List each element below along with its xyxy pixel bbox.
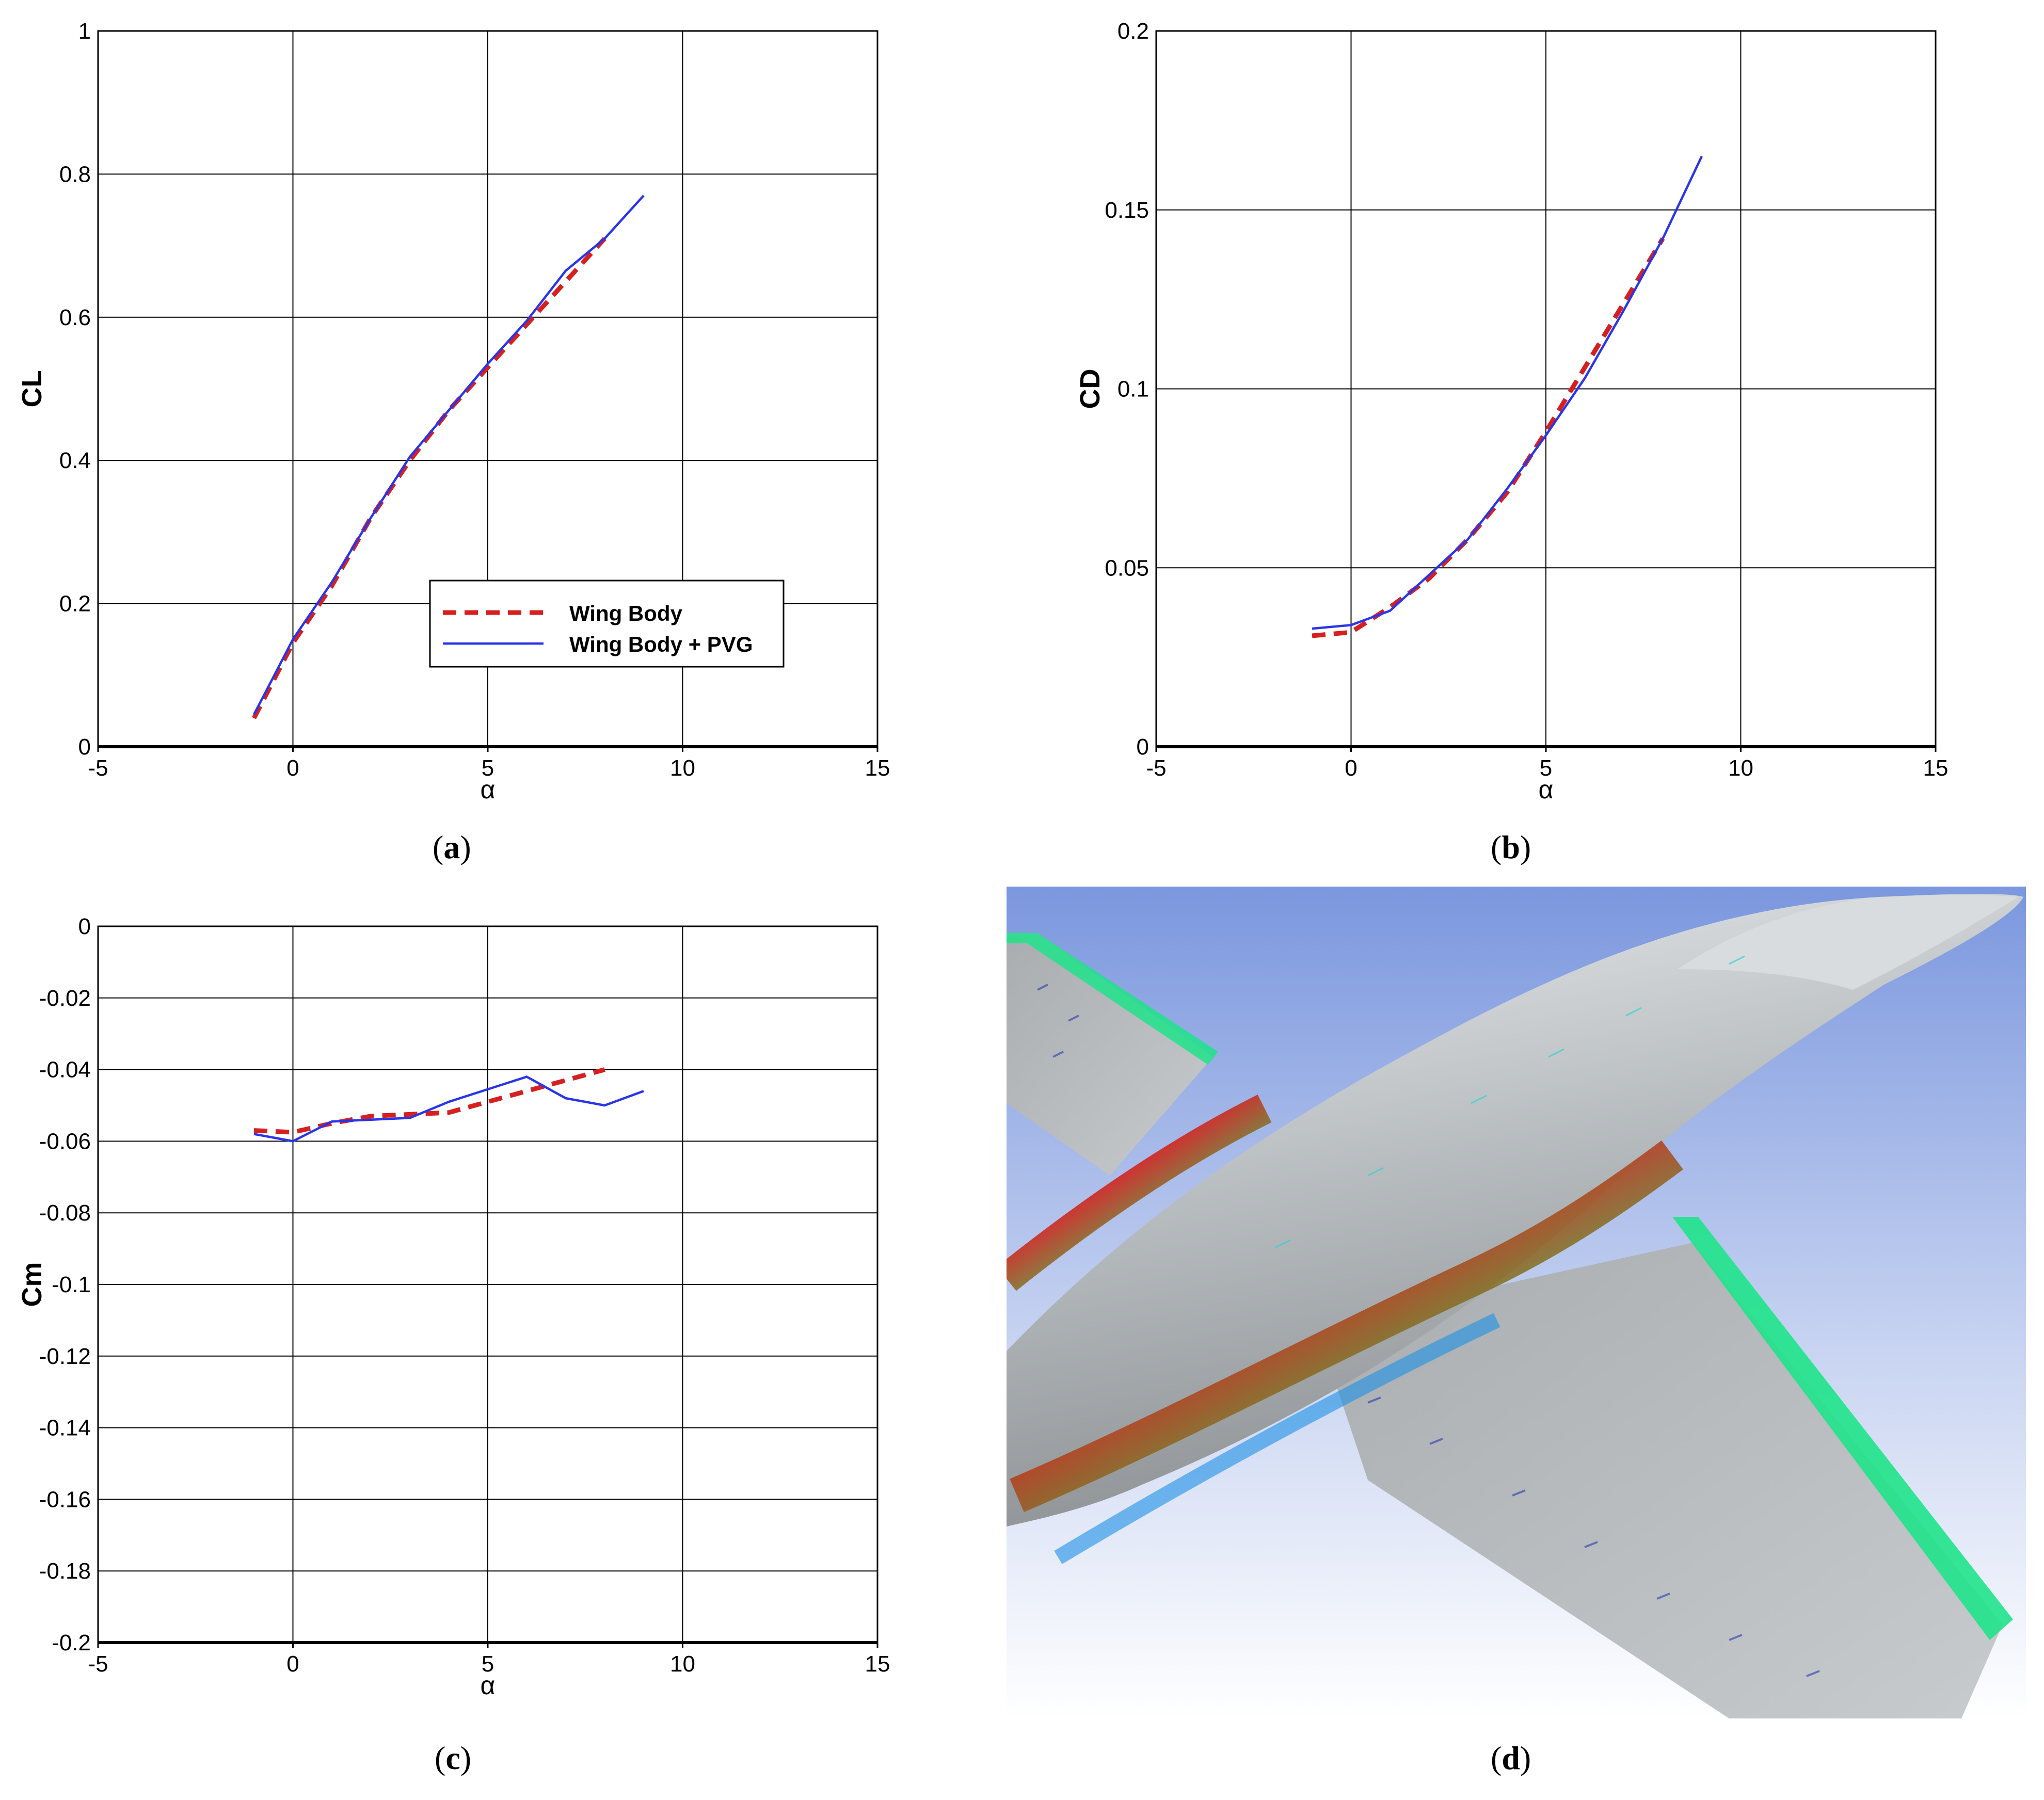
x-tick-label: 5 <box>482 756 494 781</box>
legend-box <box>429 580 785 668</box>
x-axis-label: α <box>1539 775 1554 804</box>
y-tick-label: -0.08 <box>39 1200 91 1226</box>
x-tick-label: 15 <box>1923 756 1949 781</box>
x-tick-label: 5 <box>482 1651 494 1677</box>
x-tick-label: -5 <box>88 756 108 781</box>
plot-frame <box>97 925 879 1644</box>
y-tick-label: -0.18 <box>39 1558 91 1584</box>
y-tick-label: 0.8 <box>59 162 91 187</box>
x-axis-label: α <box>481 775 496 804</box>
x-tick-label: -5 <box>88 1651 108 1677</box>
x-tick-label: 0 <box>1345 756 1357 781</box>
x-tick-label: 15 <box>865 756 890 781</box>
series-line-wing-body-pvg <box>1312 155 1703 630</box>
legend-label-wing-body-pvg: Wing Body + PVG <box>569 632 753 656</box>
x-tick-label: 10 <box>670 1651 695 1677</box>
aircraft-illustration <box>1007 887 2026 1718</box>
y-tick-label: 0.4 <box>59 448 91 473</box>
x-axis-label: α <box>481 1671 496 1700</box>
y-tick-label: 0 <box>1137 734 1149 760</box>
caption-d: (d) <box>1491 1740 1531 1776</box>
chart-c: -5 0 5 10 15 -0.2 -0.18 -0.16 -0.14 -0.12 -0.1 -0.0… <box>17 914 890 1700</box>
y-tick-label: -0.06 <box>39 1129 91 1154</box>
series-line-wing-body <box>1312 237 1665 638</box>
caption-a: (a) <box>433 829 471 865</box>
y-tick-label: 0.1 <box>1117 377 1149 402</box>
y-tick-label: -0.1 <box>52 1272 91 1297</box>
y-tick-label: 0.15 <box>1105 198 1149 223</box>
y-axis-label: CD <box>1075 369 1106 409</box>
y-tick-label: -0.02 <box>39 986 91 1011</box>
plot-frame <box>1155 30 1937 748</box>
series-line-wing-body <box>252 237 606 719</box>
y-tick-label: 0 <box>78 734 91 760</box>
y-tick-label: -0.04 <box>39 1057 91 1083</box>
y-tick-label: 0.2 <box>59 591 91 617</box>
lower-wing <box>1316 1243 2003 1718</box>
series-line-wing-body-pvg <box>253 195 645 715</box>
y-tick-label: -0.14 <box>39 1416 91 1441</box>
y-axis-label: CL <box>17 371 47 408</box>
x-tick-label: 5 <box>1540 756 1552 781</box>
upper-wing <box>1007 933 1213 1176</box>
y-tick-label: 0 <box>78 914 91 939</box>
x-tick-label: 15 <box>865 1651 890 1677</box>
x-tick-label: 0 <box>286 1651 299 1677</box>
plot-frame <box>97 30 879 748</box>
y-tick-label: 1 <box>78 19 91 44</box>
legend: Wing Body Wing Body + PVG <box>429 580 785 668</box>
caption-b: (b) <box>1491 829 1531 865</box>
y-tick-label: 0.05 <box>1105 555 1149 581</box>
y-tick-label: -0.12 <box>39 1344 91 1369</box>
y-tick-label: -0.16 <box>39 1487 91 1512</box>
y-axis-label: Cm <box>17 1262 47 1307</box>
series-line-wing-body <box>253 1067 605 1135</box>
legend-label-wing-body: Wing Body <box>569 601 683 625</box>
y-tick-label: 0.6 <box>59 305 91 330</box>
series-line-wing-body-pvg <box>253 1075 644 1143</box>
x-tick-label: 0 <box>286 756 299 781</box>
x-tick-label: 10 <box>670 756 695 781</box>
y-tick-label: 0.2 <box>1117 19 1149 44</box>
y-tick-label: -0.2 <box>52 1630 91 1656</box>
cfd-render-image <box>1007 887 2026 1718</box>
caption-c: (c) <box>435 1740 472 1776</box>
x-tick-label: 10 <box>1728 756 1753 781</box>
x-tick-label: -5 <box>1146 756 1166 781</box>
